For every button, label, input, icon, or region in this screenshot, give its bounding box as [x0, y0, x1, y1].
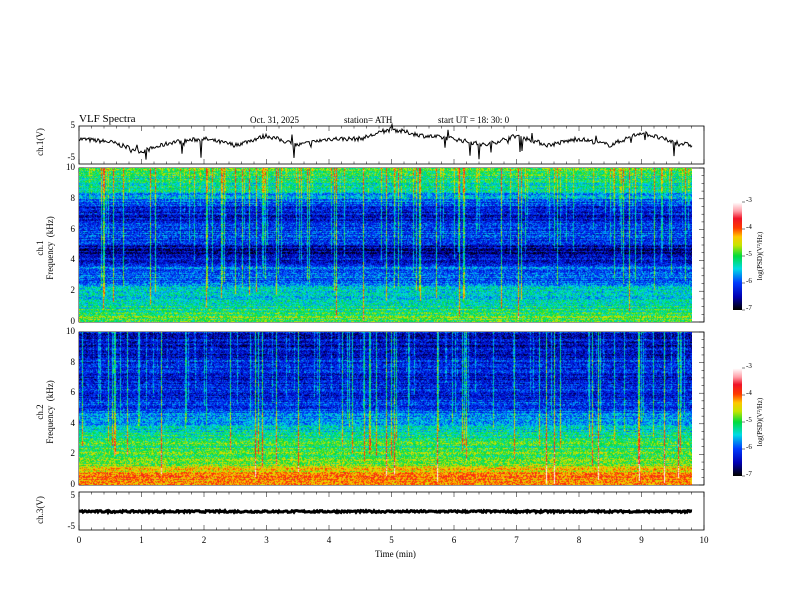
ch2-colorbar-label: log(PSD)(V²/Hz)	[756, 397, 764, 447]
ch1-waveform-line	[78, 122, 693, 160]
y-tick-label: 8	[70, 356, 76, 367]
ch3-waveform-line	[78, 507, 693, 516]
x-tick-label: 2	[201, 535, 207, 545]
y-tick-label: 10	[66, 162, 75, 172]
y-tick-label: 0	[70, 479, 76, 489]
colorbar-tick-label: -7	[746, 304, 752, 312]
x-tick-label: 3	[264, 535, 269, 545]
y-tick-label: 10	[66, 326, 75, 336]
colorbar-tick-label: -6	[746, 443, 752, 451]
colorbar-tick-label: -6	[746, 277, 752, 285]
x-tick-label: 10	[699, 535, 709, 545]
ch1-colorbar-label: log(PSD)(V²/Hz)	[756, 231, 764, 281]
x-tick-label: 9	[639, 535, 644, 545]
x-axis-label: Time (min)	[375, 549, 416, 559]
figure-title: VLF Spectra	[79, 113, 136, 125]
colorbar-tick-label: -5	[746, 250, 752, 258]
colorbar-tick-label: -4	[746, 389, 752, 397]
x-tick-label: 4	[326, 535, 332, 545]
y-tick-label: -5	[67, 521, 76, 531]
ch1-spec-ylabel: ch.1 Frequency (kHz)	[35, 216, 55, 280]
y-tick-label: 2	[70, 448, 76, 459]
ch3-ylabel: ch.3(V)	[35, 496, 45, 524]
ch1-spectrogram	[79, 168, 692, 322]
y-tick-label: 4	[70, 254, 76, 265]
ch2-spec-ylabel: ch.2 Frequency (kHz)	[35, 380, 55, 444]
y-tick-label: 0	[70, 316, 76, 326]
x-tick-label: 5	[389, 535, 394, 545]
x-tick-label: 8	[576, 535, 582, 545]
x-tick-label: 6	[451, 535, 457, 545]
date-label: Oct. 31, 2025	[250, 115, 299, 125]
colorbar-tick-label: -3	[746, 362, 752, 370]
colorbar-tick-label: -5	[746, 416, 752, 424]
y-tick-label: -5	[67, 152, 76, 162]
ch1-ylabel: ch.1(V)	[35, 128, 45, 156]
colorbar-tick-label: -4	[746, 223, 752, 231]
y-tick-label: 8	[70, 192, 76, 203]
x-tick-label: 0	[76, 535, 82, 545]
y-tick-label: 2	[70, 285, 76, 296]
x-tick-label: 7	[514, 535, 519, 545]
ch2-spectrogram	[79, 332, 692, 485]
panel-frame-0	[78, 125, 705, 165]
start-ut-label: start UT = 18: 30: 0	[438, 115, 510, 125]
y-tick-label: 4	[70, 417, 76, 428]
x-tick-label: 1	[139, 535, 144, 545]
y-tick-label: 5	[70, 120, 76, 130]
y-tick-label: 6	[70, 223, 76, 234]
ch1-colorbar	[733, 202, 742, 310]
y-tick-label: 6	[70, 387, 76, 398]
colorbar-tick-label: -7	[746, 470, 752, 478]
colorbar-tick-label: -3	[746, 196, 752, 204]
ch2-colorbar	[733, 368, 742, 476]
y-tick-label: 5	[70, 490, 76, 500]
station-label: station= ATH	[344, 115, 393, 125]
